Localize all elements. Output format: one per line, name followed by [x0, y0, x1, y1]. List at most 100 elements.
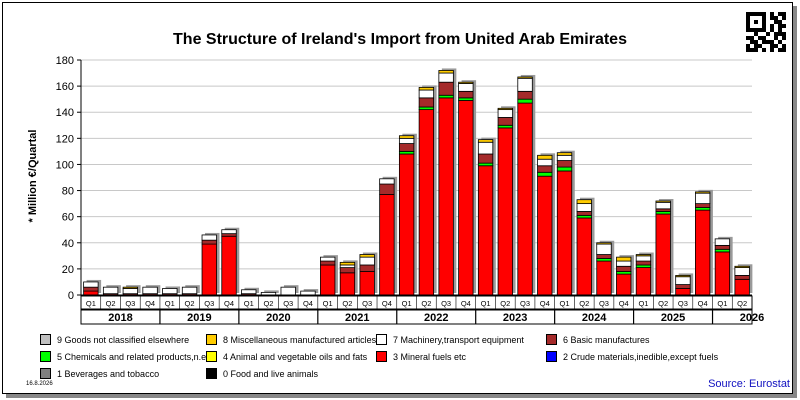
bar-segment [458, 83, 474, 92]
qr-module [782, 16, 786, 20]
legend-swatch [376, 351, 387, 362]
qr-module [778, 24, 782, 28]
legend-swatch [206, 334, 217, 345]
bar-segment [241, 289, 257, 295]
x-tick-label: Q2 [263, 299, 273, 308]
x-tick-label: Q3 [678, 299, 688, 308]
bar-segment [339, 261, 356, 266]
bar-segment [359, 254, 375, 258]
bar-segment [675, 276, 691, 285]
bar-segment [280, 286, 296, 296]
bar-segment [616, 265, 632, 272]
bar-segment [162, 288, 178, 295]
qr-module [774, 32, 778, 36]
bar-segment [537, 171, 553, 177]
legend-label: 8 Miscellaneous manufactured articles [223, 334, 377, 345]
qr-module [750, 40, 754, 44]
legend-swatch [376, 334, 387, 345]
bar-segment [497, 109, 513, 118]
bar-segment [201, 234, 217, 241]
bar-segment [517, 102, 533, 296]
bar-segment [359, 264, 375, 272]
source-label: Source: Eurostat [708, 378, 790, 390]
qr-module [770, 48, 774, 52]
qr-module [746, 16, 750, 20]
x-tick-label: Q1 [402, 299, 412, 308]
bar-segment [438, 97, 454, 296]
legend-item: 9 Goods not classified elsewhere [40, 334, 189, 345]
legend-swatch [546, 351, 557, 362]
bar-segment [517, 76, 533, 79]
x-tick-label: Q2 [421, 299, 431, 308]
qr-module [778, 48, 782, 52]
bar-segment [438, 72, 454, 83]
qr-code [746, 12, 786, 52]
bar-segment [517, 98, 533, 104]
legend-swatch [40, 351, 51, 362]
bar-segment [359, 256, 375, 266]
qr-module [766, 32, 770, 36]
bar-shadow [264, 290, 279, 293]
bar-segment [556, 160, 573, 168]
legend-item: 1 Beverages and tobacco [40, 368, 159, 379]
bar-segment [734, 278, 750, 296]
legend-item: 8 Miscellaneous manufactured articles [206, 334, 376, 345]
qr-module [754, 28, 758, 32]
bar-segment [221, 229, 237, 235]
bar-segment [122, 286, 138, 289]
legend-item: 5 Chemicals and related products,n.e.s. [40, 351, 216, 362]
year-label: 2024 [582, 312, 607, 324]
qr-module [746, 20, 750, 24]
year-label: 2025 [661, 312, 685, 324]
bar-segment [398, 153, 415, 296]
qr-module [778, 28, 782, 32]
qr-module [762, 48, 766, 52]
bar-segment [398, 135, 415, 139]
y-tick-label: 100 [56, 159, 74, 171]
y-tick-label: 80 [62, 186, 74, 198]
x-tick-label: Q1 [717, 299, 727, 308]
legend-swatch [40, 368, 51, 379]
qr-module [778, 32, 782, 36]
bar-segment [675, 288, 691, 296]
x-tick-label: Q3 [125, 299, 135, 308]
x-tick-label: Q3 [362, 299, 372, 308]
legend-label: 7 Machinery,transport equipment [393, 334, 524, 345]
bar-segment [497, 127, 513, 296]
y-tick-label: 120 [56, 133, 74, 145]
qr-module [782, 24, 786, 28]
x-tick-label: Q4 [540, 299, 550, 308]
bar-segment [714, 251, 731, 296]
bar-segment [576, 217, 592, 296]
x-tick-label: Q4 [461, 299, 471, 308]
qr-module [782, 44, 786, 48]
qr-module [774, 16, 778, 20]
bar-segment [379, 183, 395, 195]
bar-segment [181, 286, 198, 295]
bar-segment [418, 97, 435, 108]
x-tick-label: Q3 [204, 299, 214, 308]
qr-module [750, 28, 754, 32]
bar-segment [83, 290, 99, 296]
bar-segment [734, 265, 750, 268]
bar-segment [359, 271, 375, 296]
bar-segment [438, 70, 454, 74]
y-tick-label: 0 [68, 290, 74, 302]
qr-module [762, 24, 766, 28]
qr-module [782, 32, 786, 36]
bar-segment [695, 191, 711, 194]
bar-segment [458, 100, 474, 296]
year-label: 2019 [187, 312, 211, 324]
qr-module [770, 12, 774, 16]
y-tick-label: 40 [62, 238, 74, 250]
x-tick-label: Q1 [560, 299, 570, 308]
legend-item: 2 Crude materials,inedible,except fuels [546, 351, 718, 362]
bar-segment [379, 194, 395, 296]
bar-segment [201, 239, 217, 245]
year-label: 2022 [424, 312, 448, 324]
bar-segment [576, 199, 592, 205]
bar-segment [398, 143, 415, 152]
y-tick-label: 20 [62, 264, 74, 276]
legend-label: 4 Animal and vegetable oils and fats [223, 351, 368, 362]
bar-segment [497, 107, 513, 111]
